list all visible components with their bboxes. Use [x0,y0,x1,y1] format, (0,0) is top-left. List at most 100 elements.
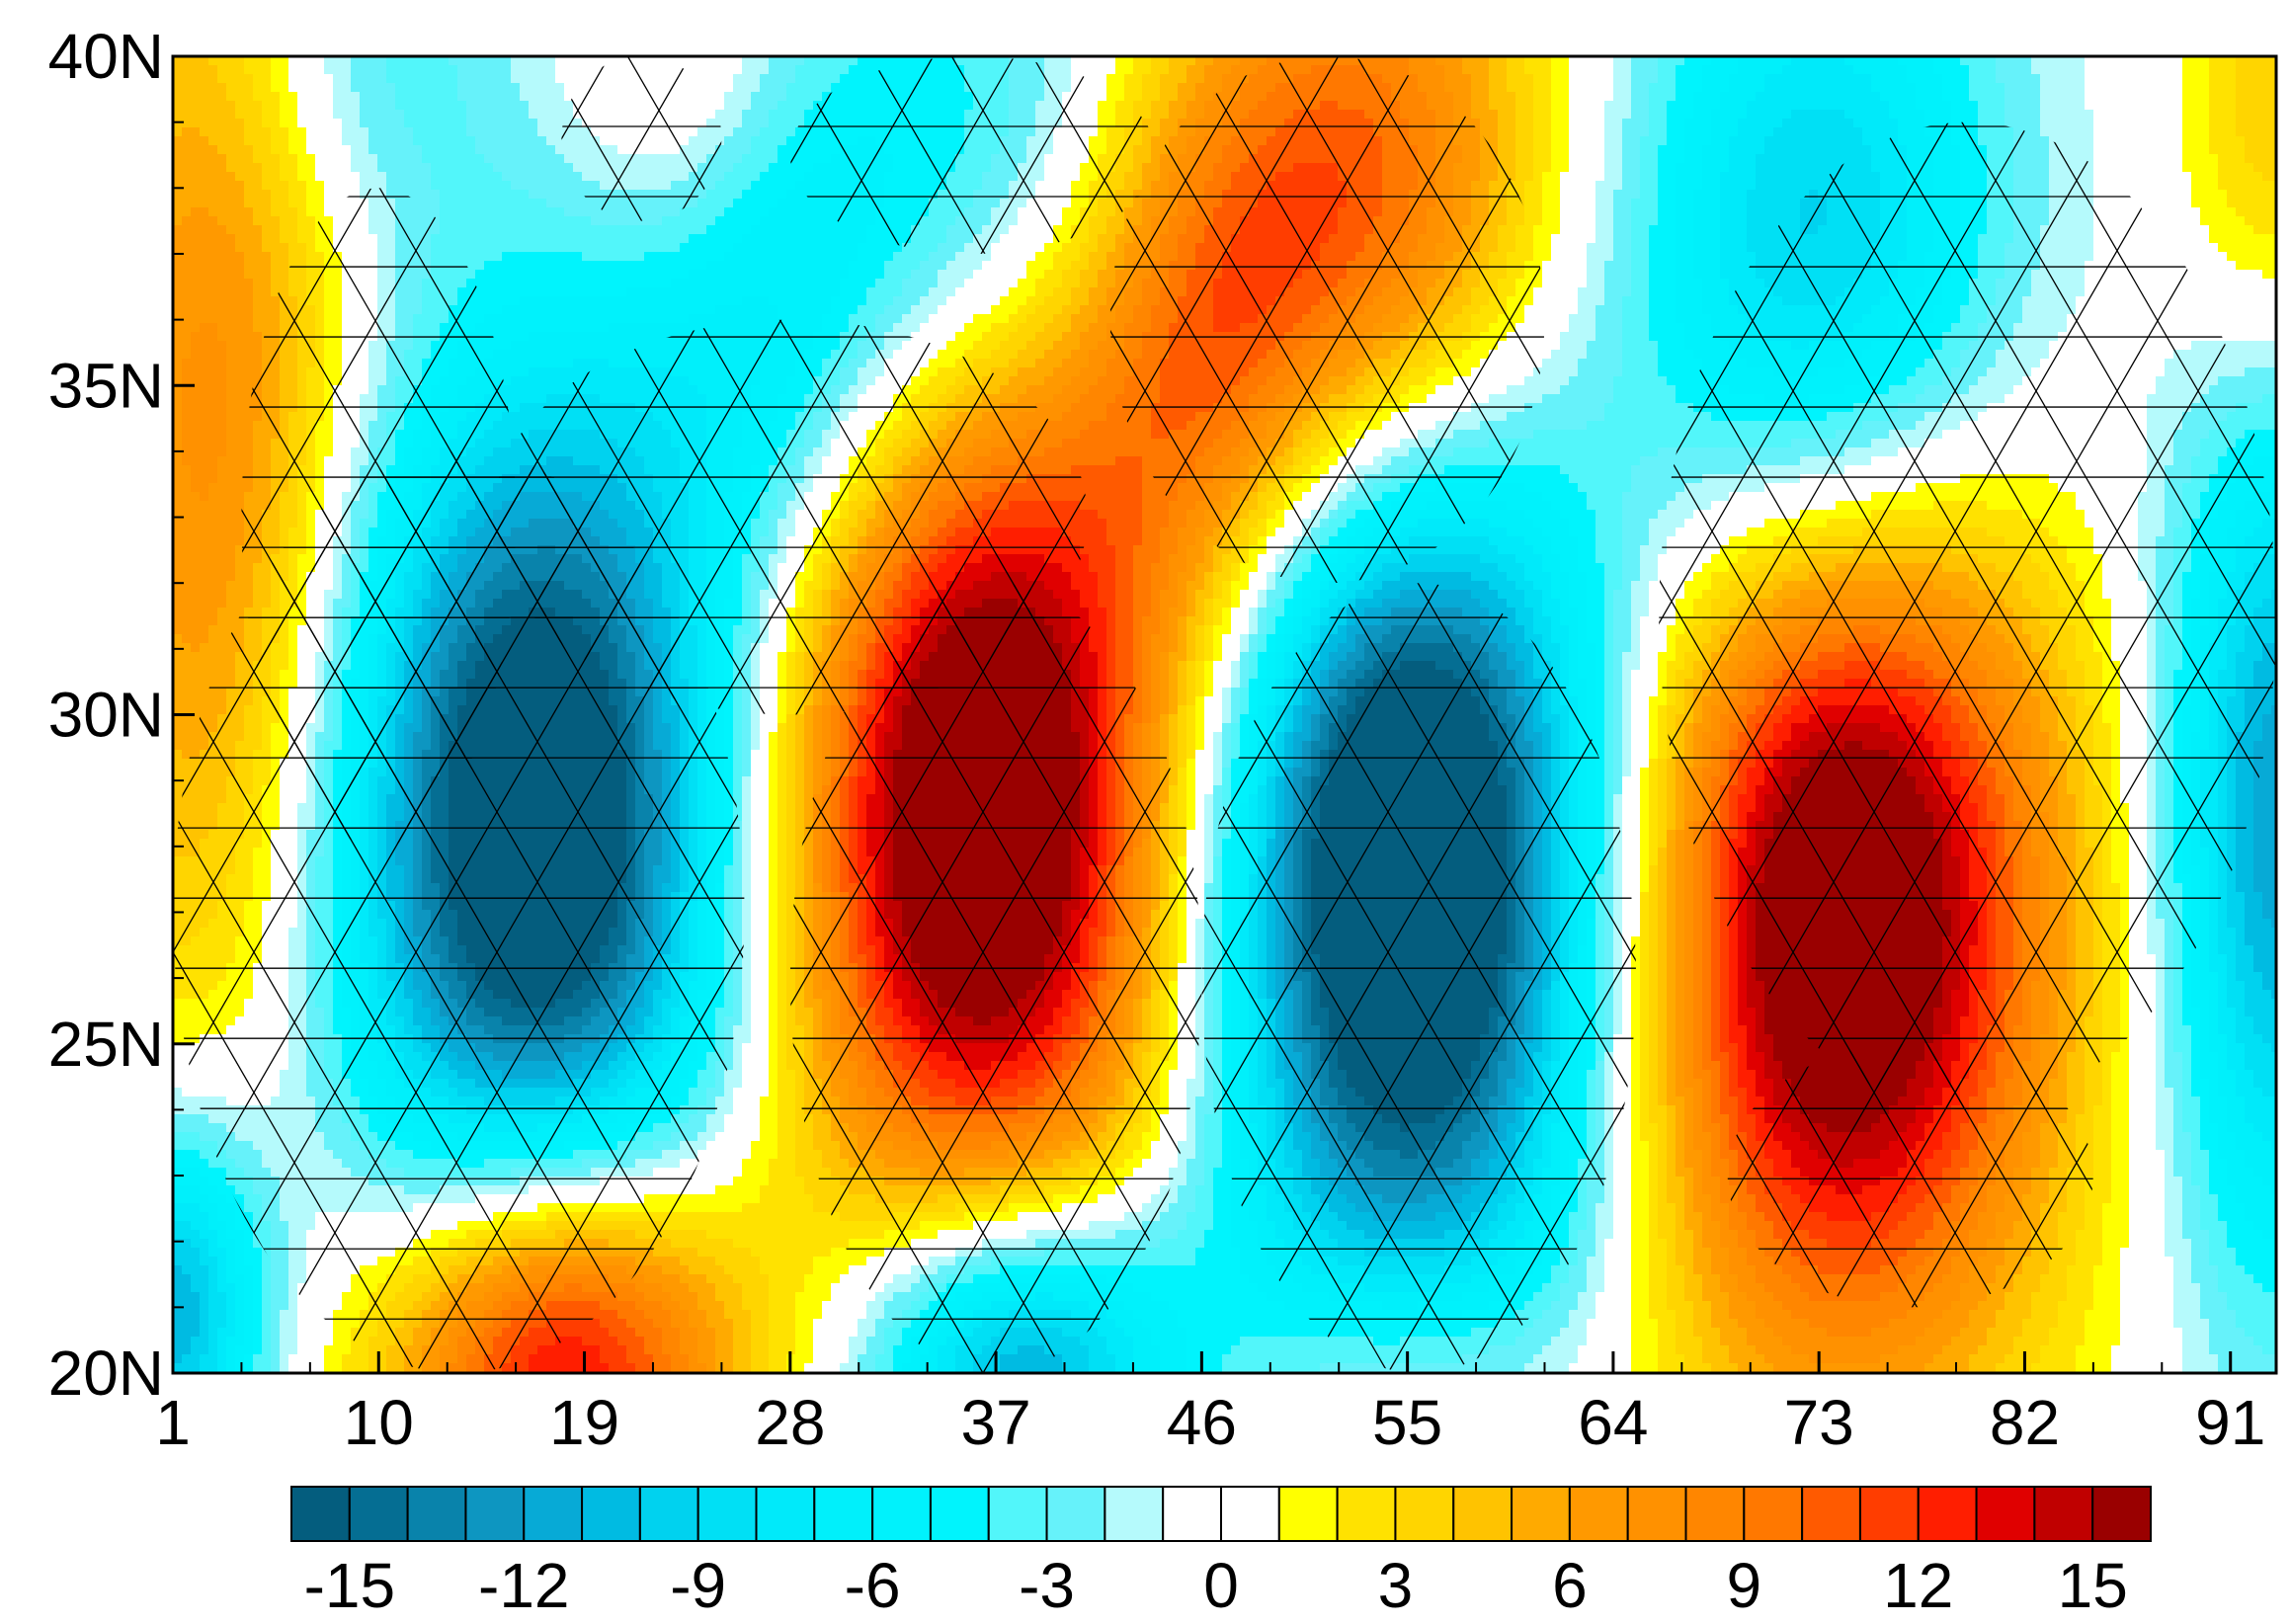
field-cell [1462,136,1472,146]
field-cell [893,83,903,93]
field-cell [280,65,289,75]
field-cell [2111,216,2121,226]
field-cell [786,83,796,93]
field-cell [2013,163,2023,173]
field-cell [324,110,334,120]
field-cell [2173,136,2183,146]
field-cell [200,234,209,244]
field-cell [769,190,778,200]
field-cell [1764,119,1774,128]
field-cell [626,172,636,182]
field-cell [1702,145,1712,155]
field-cell [1098,225,1107,235]
field-cell [404,163,414,173]
field-cell [1524,207,1534,217]
field-cell [1213,74,1223,84]
field-cell [555,145,565,155]
field-cell [2165,74,2174,84]
field-cell [804,154,814,164]
field-cell [742,83,752,93]
field-cell [1018,163,1027,173]
field-cell [2031,163,2041,173]
field-cell [1907,207,1917,217]
field-cell [1827,136,1837,146]
field-cell [1382,190,1392,200]
field-cell [1933,190,1943,200]
field-cell [422,101,432,111]
field-cell [200,216,209,226]
field-cell [893,225,903,235]
field-cell [1596,225,1605,235]
field-cell [662,216,672,226]
field-cell [208,65,218,75]
field-cell [2040,154,2050,164]
field-cell [1622,101,1632,111]
field-cell [1169,172,1179,182]
field-cell [582,65,592,75]
field-cell [2227,74,2237,84]
field-cell [1987,154,1997,164]
field-cell [2182,225,2192,235]
field-cell [1711,92,1721,102]
field-cell [644,136,654,146]
field-cell [2227,119,2237,128]
field-cell [1124,110,1134,120]
field-cell [1186,101,1196,111]
field-cell [297,234,307,244]
field-cell [1222,92,1232,102]
field-cell [1649,110,1659,120]
field-cell [653,207,663,217]
field-cell [2129,190,2139,200]
field-cell [1311,136,1321,146]
field-cell [1569,216,1579,226]
field-cell [1676,172,1685,182]
field-cell [671,207,681,217]
field-cell [1631,225,1641,235]
field-cell [226,225,236,235]
field-cell [413,181,423,191]
field-cell [1311,172,1321,182]
field-cell [1969,83,1979,93]
field-cell [1996,101,2005,111]
field-cell [466,181,476,191]
field-cell [1622,92,1632,102]
field-cell [493,83,503,93]
field-cell [2173,101,2183,111]
field-cell [1684,225,1694,235]
field-cell [555,92,565,102]
field-cell [1142,92,1152,102]
field-cell [1631,199,1641,208]
field-cell [2253,163,2263,173]
field-cell [858,234,867,244]
field-cell [1551,145,1561,155]
field-cell [2129,181,2139,191]
field-cell [511,83,521,93]
field-cell [2147,163,2157,173]
field-cell [1427,234,1436,244]
field-cell [1684,199,1694,208]
field-cell [1578,65,1588,75]
field-cell [546,65,556,75]
field-cell [760,163,770,173]
field-cell [1284,154,1294,164]
field-cell [1240,145,1250,155]
field-cell [831,154,841,164]
field-cell [386,234,396,244]
field-cell [2138,145,2148,155]
field-cell [2067,101,2077,111]
field-cell [253,199,263,208]
field-cell [315,154,325,164]
field-cell [466,119,476,128]
field-cell [2031,136,2041,146]
field-cell [1302,83,1312,93]
field-cell [1338,127,1348,137]
field-cell [2058,181,2068,191]
field-cell [751,190,761,200]
field-cell [1667,199,1677,208]
field-cell [1435,163,1445,173]
field-cell [2245,172,2254,182]
field-cell [2058,65,2068,75]
field-cell [2245,65,2254,75]
field-cell [1222,172,1232,182]
field-cell [2040,163,2050,173]
